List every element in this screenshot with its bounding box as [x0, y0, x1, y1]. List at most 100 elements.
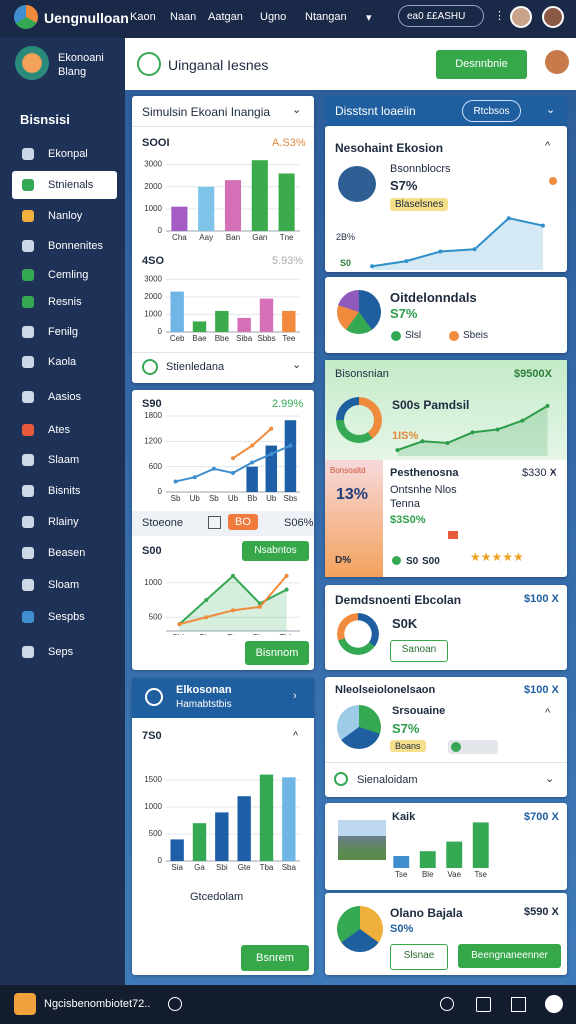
- headline: S90: [142, 398, 162, 410]
- menu-item[interactable]: Cemling: [48, 269, 89, 281]
- pie-icon: [337, 705, 381, 749]
- icon[interactable]: [168, 997, 182, 1011]
- bar: [251, 160, 268, 231]
- bar: [192, 321, 207, 332]
- y-tick-label: 2000: [144, 182, 162, 191]
- legend-label: Sbeis: [463, 330, 489, 341]
- x-tick-label: Tee: [282, 334, 295, 343]
- menu-item[interactable]: Bisnits: [48, 485, 81, 497]
- y-tick-label: 1000: [144, 802, 162, 811]
- chart: [395, 403, 550, 456]
- point: [445, 441, 450, 446]
- chevron[interactable]: ^: [293, 730, 299, 742]
- app-icon[interactable]: [14, 993, 36, 1015]
- percent: $3S0%: [390, 514, 426, 526]
- menu-icon: [22, 326, 34, 338]
- button[interactable]: Rtcbsos: [462, 100, 521, 122]
- headline: S00: [142, 545, 162, 557]
- menu-item[interactable]: Seps: [48, 646, 74, 658]
- nav-item[interactable]: Kaon: [130, 11, 156, 23]
- chevron[interactable]: ^: [545, 707, 551, 719]
- menu-icon: [22, 485, 34, 497]
- menu-item[interactable]: Beasen: [48, 547, 86, 559]
- nav-item[interactable]: Aatgan: [208, 11, 243, 23]
- avatar[interactable]: [542, 6, 564, 28]
- menu-item[interactable]: Kaola: [48, 356, 77, 368]
- menu-item[interactable]: Rlainy: [48, 516, 79, 528]
- menu-item[interactable]: Bonnenites: [48, 240, 104, 252]
- menu-item[interactable]: Ates: [48, 424, 71, 436]
- icon: [448, 531, 458, 539]
- chart: 0 1000 2000 3000 Ceb Bae Bbe Siba Sbbs Tee: [144, 274, 300, 343]
- avatar[interactable]: [510, 6, 532, 28]
- bar: [393, 856, 410, 868]
- nav-item[interactable]: Ugno: [260, 11, 287, 23]
- icon[interactable]: [440, 997, 454, 1011]
- button[interactable]: Sanoan: [390, 640, 448, 662]
- x-tick-label: Sba: [282, 863, 297, 872]
- menu-item[interactable]: Fenilg: [48, 326, 78, 338]
- icon[interactable]: [511, 997, 526, 1012]
- button[interactable]: Bsnrem: [241, 945, 309, 971]
- bar: [472, 822, 489, 868]
- menu-icon: [22, 391, 34, 403]
- point: [192, 475, 197, 480]
- chevron[interactable]: ⌄: [292, 104, 302, 116]
- chevron[interactable]: ^: [545, 140, 551, 152]
- button[interactable]: Bisnnom: [245, 641, 309, 665]
- x-tick-label: Ga: [194, 863, 205, 872]
- name: S00s Pamdsil: [392, 398, 470, 412]
- value: S0K: [392, 616, 418, 631]
- brand: Uengnulloan: [44, 10, 129, 26]
- y-tick-label: 1500: [144, 775, 162, 784]
- menu-icon: [22, 611, 34, 623]
- menu-item[interactable]: Aasios: [48, 391, 82, 403]
- menu-item[interactable]: Nanloy: [48, 210, 83, 222]
- menu-item[interactable]: Ekonpal: [48, 148, 88, 160]
- card-title: Nesohaint Ekosion: [335, 141, 444, 155]
- icon[interactable]: [545, 995, 563, 1013]
- bar: [198, 186, 215, 231]
- button[interactable]: Beengnaneenner: [458, 944, 561, 968]
- building-icon: [338, 166, 376, 202]
- header-title: Uinganal Iesnes: [168, 57, 269, 73]
- chevron[interactable]: ⌄: [292, 359, 302, 371]
- promo-block: [325, 460, 383, 577]
- x-tick-label: Sbbs: [257, 334, 275, 343]
- avatar[interactable]: [545, 50, 569, 74]
- point: [173, 479, 178, 484]
- search[interactable]: ea0 ££ASHU: [398, 5, 484, 27]
- point: [231, 456, 235, 461]
- nav-item[interactable]: Naan: [170, 11, 197, 23]
- nav-item[interactable]: Ntangan: [305, 11, 347, 23]
- bar: [215, 812, 229, 861]
- menu-icon[interactable]: ⋮: [494, 10, 505, 22]
- x-tick-label: Ub: [266, 494, 277, 503]
- menu-item[interactable]: Sloam: [48, 579, 80, 591]
- menu-item[interactable]: Resnis: [48, 296, 82, 308]
- logo[interactable]: [14, 5, 38, 29]
- point: [472, 247, 477, 252]
- icon[interactable]: [476, 997, 491, 1012]
- point: [395, 448, 400, 453]
- card-title: Simulsin Ekoani Inangia: [142, 105, 271, 119]
- card-title: Demdsnoenti Ebcolan: [335, 593, 462, 607]
- menu-item[interactable]: Stnienals: [48, 179, 94, 191]
- header-button[interactable]: Desnnbnie: [436, 50, 527, 79]
- menu-item[interactable]: Slaam: [48, 454, 80, 466]
- chevron[interactable]: ⌄: [545, 773, 555, 785]
- close[interactable]: ×: [550, 466, 557, 478]
- percent: S7%: [392, 721, 420, 736]
- y-tick-label: 3000: [144, 160, 162, 169]
- y-tick-label: 1000: [144, 578, 162, 587]
- button[interactable]: Slsnae: [390, 944, 448, 970]
- button[interactable]: Nsabntos: [242, 541, 309, 561]
- divider: [132, 352, 314, 353]
- headline: 7S0: [142, 730, 162, 742]
- point: [231, 573, 235, 578]
- menu-item[interactable]: Sespbs: [48, 611, 85, 623]
- chevron[interactable]: ⌄: [546, 104, 556, 116]
- x-tick-label: Tbb: [280, 633, 294, 635]
- chevron[interactable]: ›: [293, 690, 297, 702]
- section-bar: [325, 96, 567, 126]
